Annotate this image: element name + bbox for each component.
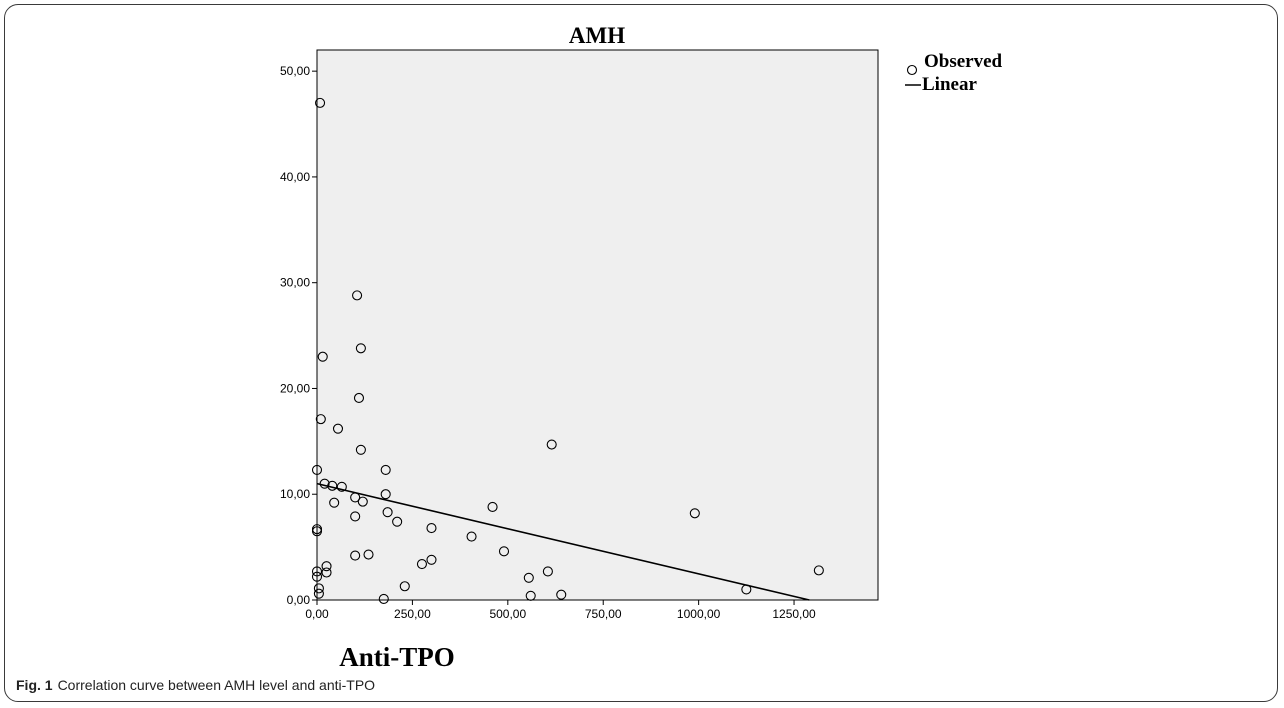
- data-point: [357, 496, 368, 507]
- data-point: [350, 550, 361, 561]
- data-point: [813, 565, 824, 576]
- data-point: [542, 566, 553, 577]
- data-point: [380, 489, 391, 500]
- figure-caption-label: Fig. 1: [16, 677, 53, 693]
- x-axis: 0,00 250,00 500,00 750,00 1000,00 1250,00: [305, 600, 816, 621]
- data-point: [315, 414, 326, 425]
- data-point: [353, 392, 365, 404]
- data-point: [311, 464, 323, 475]
- data-point: [689, 508, 700, 519]
- figure-caption-text: Correlation curve between AMH level and …: [57, 677, 376, 693]
- data-point: [363, 549, 374, 560]
- data-point: [313, 583, 324, 594]
- chart-title: AMH: [569, 23, 625, 48]
- x-tick-label: 250,00: [394, 607, 431, 621]
- data-point: [336, 481, 347, 492]
- legend: Observed Linear: [905, 51, 1003, 95]
- data-point: [466, 531, 477, 542]
- data-point: [311, 566, 323, 577]
- data-point: [392, 516, 403, 527]
- data-point: [556, 589, 567, 600]
- data-point: [350, 511, 361, 522]
- x-tick-label: 1250,00: [772, 607, 816, 621]
- figure-caption: Fig. 1 Correlation curve between AMH leve…: [16, 677, 375, 693]
- data-point: [416, 558, 427, 570]
- data-point: [329, 497, 340, 508]
- data-point: [380, 464, 391, 475]
- data-point: [399, 581, 410, 592]
- data-point: [487, 501, 498, 512]
- data-point: [315, 97, 326, 108]
- data-point: [355, 343, 366, 354]
- y-tick-label: 50,00: [280, 64, 310, 78]
- data-point: [523, 572, 534, 583]
- x-tick-label: 500,00: [489, 607, 526, 621]
- x-tick-label: 1000,00: [677, 607, 721, 621]
- y-tick-label: 10,00: [280, 487, 310, 501]
- data-point: [311, 526, 323, 537]
- data-point: [378, 593, 389, 604]
- legend-observed-marker: [906, 64, 918, 76]
- data-point: [382, 507, 393, 518]
- linear-fit-series: [316, 482, 810, 601]
- data-point: [332, 423, 344, 434]
- observed-series: [311, 97, 824, 604]
- data-point: [498, 546, 510, 557]
- x-tick-label: 0,00: [305, 607, 329, 621]
- y-tick-label: 0,00: [287, 593, 311, 607]
- plot-area: [316, 49, 879, 601]
- data-point: [313, 588, 324, 599]
- data-point: [426, 523, 437, 534]
- data-point: [317, 351, 328, 362]
- data-point: [525, 590, 536, 601]
- data-point: [321, 567, 332, 578]
- data-point: [355, 444, 366, 455]
- y-axis: 0,00 10,00 20,00 30,00 40,00 50,00: [280, 64, 317, 607]
- x-tick-label: 750,00: [585, 607, 622, 621]
- data-point: [311, 571, 323, 582]
- legend-linear-label: Linear: [922, 74, 977, 95]
- x-axis-label: Anti-TPO: [339, 642, 455, 672]
- data-point: [319, 478, 330, 489]
- y-tick-label: 20,00: [280, 381, 310, 395]
- legend-observed-label: Observed: [924, 51, 1003, 72]
- y-tick-label: 30,00: [280, 276, 310, 290]
- data-point: [352, 290, 363, 301]
- linear-fit-line: [316, 482, 810, 601]
- data-point: [327, 480, 338, 491]
- data-point: [741, 584, 752, 595]
- data-point: [350, 492, 361, 503]
- data-point: [546, 439, 557, 450]
- y-tick-label: 40,00: [280, 170, 310, 184]
- data-point: [426, 554, 437, 565]
- data-point: [321, 561, 332, 572]
